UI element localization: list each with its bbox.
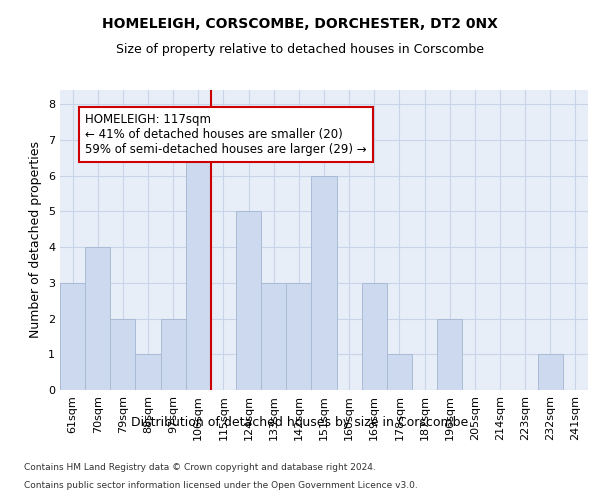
Bar	[161, 318, 186, 390]
Text: Distribution of detached houses by size in Corscombe: Distribution of detached houses by size …	[131, 416, 469, 429]
Bar	[186, 140, 211, 390]
Bar	[110, 318, 136, 390]
Text: HOMELEIGH, CORSCOMBE, DORCHESTER, DT2 0NX: HOMELEIGH, CORSCOMBE, DORCHESTER, DT2 0N…	[102, 18, 498, 32]
Bar	[261, 283, 286, 390]
Bar	[362, 283, 387, 390]
Bar	[387, 354, 412, 390]
Bar	[538, 354, 563, 390]
Bar	[60, 283, 85, 390]
Text: Size of property relative to detached houses in Corscombe: Size of property relative to detached ho…	[116, 42, 484, 56]
Bar	[437, 318, 462, 390]
Y-axis label: Number of detached properties: Number of detached properties	[29, 142, 43, 338]
Bar	[236, 212, 261, 390]
Bar	[311, 176, 337, 390]
Bar	[136, 354, 161, 390]
Text: Contains public sector information licensed under the Open Government Licence v3: Contains public sector information licen…	[24, 481, 418, 490]
Bar	[286, 283, 311, 390]
Text: Contains HM Land Registry data © Crown copyright and database right 2024.: Contains HM Land Registry data © Crown c…	[24, 464, 376, 472]
Text: HOMELEIGH: 117sqm
← 41% of detached houses are smaller (20)
59% of semi-detached: HOMELEIGH: 117sqm ← 41% of detached hous…	[85, 113, 367, 156]
Bar	[85, 247, 110, 390]
